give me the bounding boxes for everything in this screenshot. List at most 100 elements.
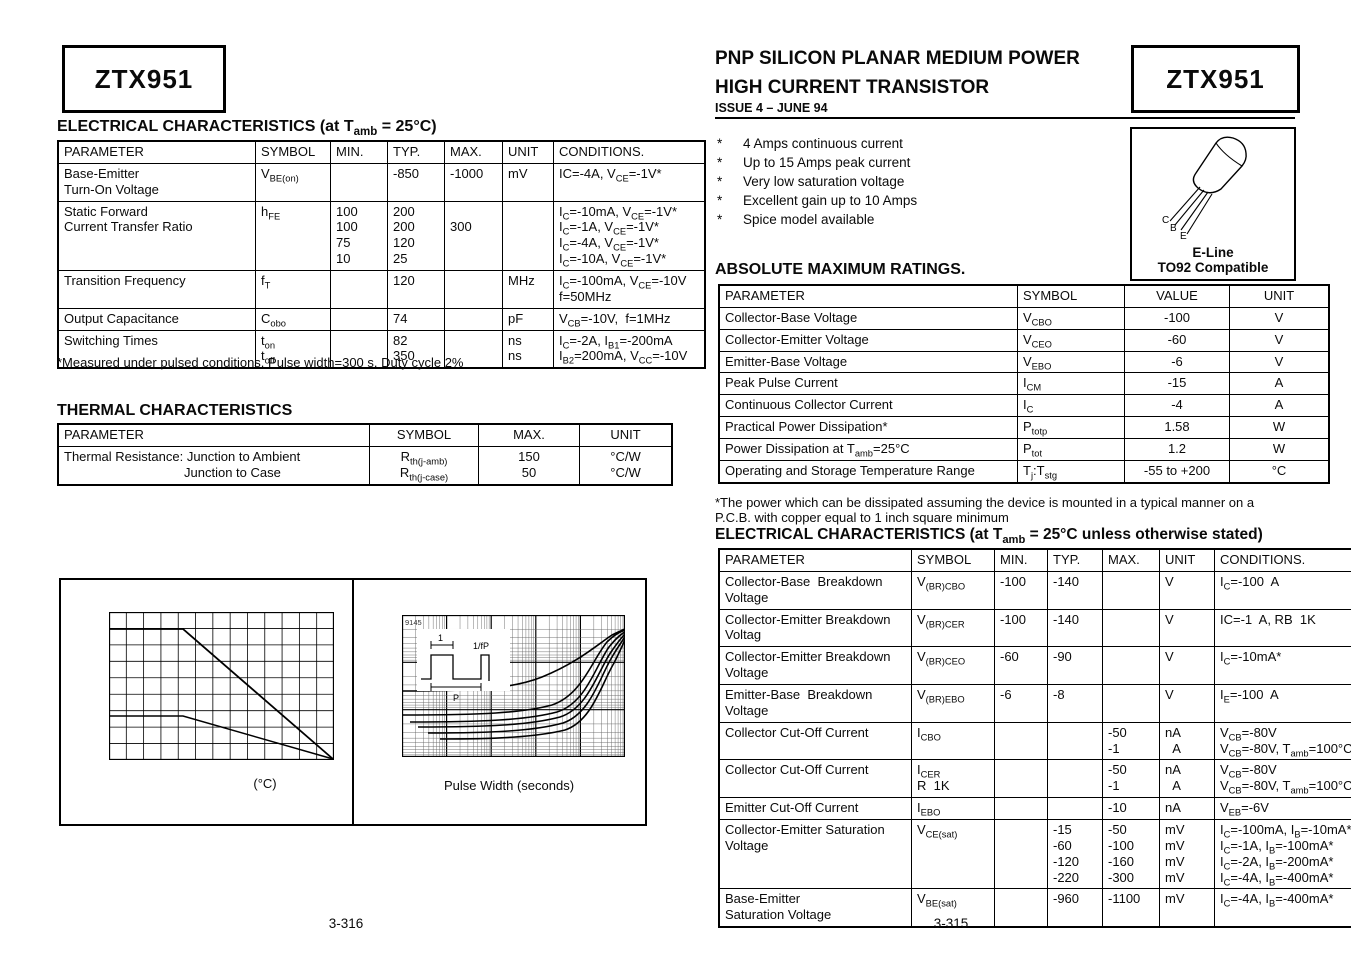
table-cell: Collector-Emitter Breakdown Voltage <box>718 646 912 686</box>
table-cell: -90 <box>1047 646 1103 686</box>
table-cell: V <box>1159 646 1215 686</box>
part-number-box-right: ZTX951 <box>1131 45 1300 113</box>
table-cell: hFE <box>255 200 331 272</box>
pin-label-collector: C <box>1162 215 1169 226</box>
part-number: ZTX951 <box>1166 63 1265 94</box>
table-cell <box>1102 570 1160 610</box>
table-cell: VCBO <box>1017 306 1125 330</box>
table-cell: IC=-4A, VCE=-1V* <box>553 162 706 202</box>
table-cell: ton toff <box>255 329 331 369</box>
table-cell: Peak Pulse Current <box>718 372 1018 396</box>
table-cell: W <box>1229 416 1330 440</box>
table-row: Output Capacitance Cobo 74 pF VCB=-10V, f=1M… <box>57 307 706 331</box>
table-cell: ns ns <box>502 329 554 369</box>
table-cell: fT <box>255 270 331 309</box>
table-cell: 1.58 <box>1124 416 1230 440</box>
table-cell: VCE(sat) <box>911 819 995 890</box>
table-cell: nA A <box>1159 721 1215 761</box>
pulse-width-chart: 1 1/fP P 9145 <box>402 615 625 757</box>
table-cell: pF <box>502 307 554 331</box>
bullet-asterisk-icon: * <box>717 174 723 189</box>
pin-label-base: B <box>1170 223 1177 234</box>
column-header: MAX. <box>478 423 580 447</box>
table-row: Switching Times ton toff 82 350 ns ns IC=-2A, I… <box>57 329 706 369</box>
table-row: Collector-Emitter Breakdown Voltag V(BR)CE… <box>718 608 1351 648</box>
table-row: Emitter-Base Breakdown Voltage V(BR)EBO -6-… <box>718 684 1351 723</box>
feature-text: Up to 15 Amps peak current <box>743 155 911 170</box>
table-cell: Ptotp <box>1017 416 1125 440</box>
table-cell: Collector-Emitter Voltage <box>718 328 1018 352</box>
table-cell: VEBO <box>1017 350 1125 374</box>
electrical-characteristics-table-left: PARAMETER SYMBOL MIN. TYP. MAX. UNIT CONDITION… <box>57 140 706 370</box>
table-cell: -15 -60 -120 -220 <box>1047 819 1103 890</box>
table-row: Collector Cut-Off Current ICBO -50 -1 nA A VC… <box>718 721 1351 761</box>
table-cell: Emitter-Base Voltage <box>718 350 1018 374</box>
power-footnote: *The power which can be dissipated assum… <box>715 495 1255 525</box>
table-cell: V <box>1159 608 1215 648</box>
feature-item: * 4 Amps continuous current <box>717 136 1097 155</box>
pulse-x-axis-label: Pulse Width (seconds) <box>443 778 575 793</box>
package-name: E-Line <box>1192 245 1234 260</box>
part-number: ZTX951 <box>94 63 194 94</box>
table-cell: Collector Cut-Off Current <box>718 721 912 761</box>
table-cell: VBE(on) <box>255 162 331 202</box>
table-cell: 150 50 <box>478 445 580 486</box>
section-title-electrical-right: ELECTRICAL CHARACTERISTICS (at Tamb = 25… <box>715 526 1263 547</box>
table-cell: 82 350 <box>387 329 445 369</box>
table-row: Static Forward Current Transfer Ratio hFE 1… <box>57 200 706 272</box>
table-cell: V <box>1229 328 1330 352</box>
table-cell: °C <box>1229 459 1330 484</box>
table-cell: -60 <box>994 646 1048 686</box>
table-cell: -15 <box>1124 372 1230 396</box>
table-cell <box>1047 721 1103 761</box>
to92-package-icon: C B E <box>1162 136 1247 239</box>
table-cell: IC=-100mA, IB=-10mA* IC=-1A, IB=-100mA* IC… <box>1214 819 1351 890</box>
table-cell: -1000 <box>444 162 503 202</box>
table-row: Continuous Collector Current IC -4 A <box>718 394 1330 418</box>
table-cell: Operating and Storage Temperature Range <box>718 459 1018 484</box>
table-cell: V <box>1159 684 1215 723</box>
table-cell: IC <box>1017 394 1125 418</box>
column-header: PARAMETER <box>718 284 1018 308</box>
table-cell: Collector Cut-Off Current <box>718 759 912 799</box>
table-cell <box>330 270 388 309</box>
table-row: Base-Emitter Turn-On Voltage VBE(on) -850 -1… <box>57 162 706 202</box>
table-cell: mV <box>502 162 554 202</box>
feature-text: 4 Amps continuous current <box>743 136 903 151</box>
table-cell: Emitter Cut-Off Current <box>718 797 912 821</box>
table-cell: 120 <box>387 270 445 309</box>
table-cell: -100 <box>1124 306 1230 330</box>
bullet-asterisk-icon: * <box>717 212 723 227</box>
table-cell: -100 <box>994 608 1048 648</box>
graphs-divider <box>352 580 354 824</box>
column-header: UNIT <box>1159 548 1215 572</box>
table-cell: nA A <box>1159 759 1215 799</box>
table-cell: -1100 <box>1102 888 1160 928</box>
table-cell <box>994 888 1048 928</box>
table-cell <box>330 162 388 202</box>
derating-line-upper <box>109 628 334 760</box>
bullet-asterisk-icon: * <box>717 193 723 208</box>
feature-text: Spice model available <box>743 212 875 227</box>
table-cell: MHz <box>502 270 554 309</box>
data-table: PARAMETER SYMBOL MIN. TYP. MAX. UNIT CONDITION… <box>57 140 706 370</box>
table-cell: Collector-Emitter Saturation Voltage <box>718 819 912 890</box>
table-cell: IC=-2A, IB1=-200mA IB2=200mA, VCC=-10V <box>553 329 706 369</box>
table-cell <box>444 270 503 309</box>
table-cell <box>994 819 1048 890</box>
table-row: Collector-Base Breakdown Voltage V(BR)CBO -… <box>718 570 1351 610</box>
column-header: SYMBOL <box>369 423 479 447</box>
table-cell: V(BR)CEO <box>911 646 995 686</box>
table-cell: Output Capacitance <box>57 307 256 331</box>
feature-item: * Up to 15 Amps peak current <box>717 155 1097 174</box>
table-cell <box>1102 608 1160 648</box>
table-row: Operating and Storage Temperature Range T… <box>718 459 1330 484</box>
table-row: Collector-Emitter Saturation Voltage VCE(s… <box>718 819 1351 890</box>
table-cell: Base-Emitter Turn-On Voltage <box>57 162 256 202</box>
column-header: PARAMETER <box>57 140 256 164</box>
table-cell: -6 <box>1124 350 1230 374</box>
pulse-waveform-inset: 1 1/fP P <box>417 629 510 703</box>
table-cell: mV mV mV mV <box>1159 819 1215 890</box>
issue-date: ISSUE 4 – JUNE 94 <box>715 101 828 115</box>
